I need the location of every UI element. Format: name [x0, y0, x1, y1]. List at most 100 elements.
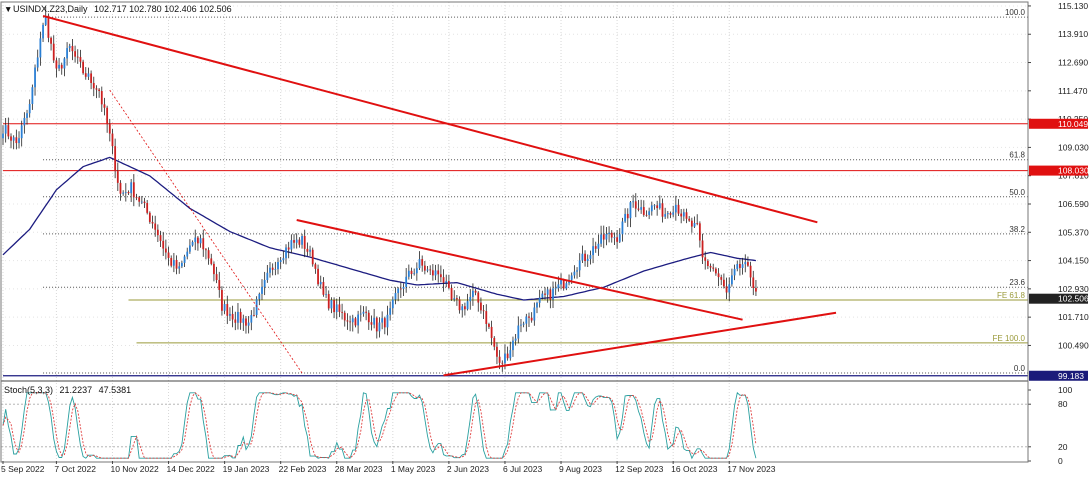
candle-bull [413, 273, 416, 275]
candle-bear [634, 201, 637, 209]
trendlines[interactable] [42, 14, 837, 377]
candle-bear [164, 248, 167, 253]
candle-bear [399, 288, 402, 290]
candle-bull [247, 322, 250, 326]
price-tag-label: 108.030 [1058, 166, 1089, 176]
candle-bull [223, 304, 226, 311]
candle-bull [517, 325, 520, 339]
candlesticks [2, 7, 757, 372]
candle-bull [658, 203, 661, 209]
candle-bull [650, 205, 653, 212]
candle-bear [333, 300, 335, 313]
candle-bull [736, 264, 739, 269]
candle-bear [637, 208, 640, 210]
candle-bear [146, 202, 149, 213]
price-tick-label: 106.590 [1058, 199, 1089, 209]
fib-level-label: FE 61.8 [997, 291, 1026, 300]
candle-bear [148, 212, 151, 222]
candle-bull [469, 296, 472, 302]
candle-bull [682, 212, 685, 217]
fib-level-label: FE 100.0 [993, 334, 1026, 343]
candle-bear [723, 279, 725, 287]
candle-bear [52, 43, 55, 61]
candle-bear [349, 321, 351, 323]
candle-bull [58, 64, 60, 69]
candle-bear [253, 315, 255, 316]
candle-bull [445, 281, 448, 283]
candle-bull [23, 117, 26, 126]
price-tag-label: 102.506 [1058, 294, 1089, 304]
candle-bull [378, 322, 381, 332]
candle-bull [359, 313, 362, 315]
candle-bear [71, 45, 74, 52]
collapse-arrow-icon[interactable]: ▼ [4, 4, 12, 14]
candle-bear [429, 269, 432, 271]
candle-bear [207, 250, 210, 259]
candle-bear [111, 133, 114, 147]
candle-bear [747, 262, 749, 266]
candle-bull [536, 302, 538, 308]
candle-bear [423, 265, 426, 271]
candle-bull [733, 268, 736, 276]
candle-bear [317, 268, 319, 285]
trendline [42, 14, 818, 224]
candle-bear [506, 353, 509, 359]
candle-bull [130, 182, 133, 194]
candle-bear [501, 362, 504, 364]
candle-bull [255, 299, 258, 316]
candle-bear [458, 299, 461, 311]
candle-bull [472, 290, 474, 297]
candle-bull [407, 270, 410, 277]
candle-bull [31, 87, 34, 105]
candle-bull [693, 222, 696, 227]
candle-bull [66, 48, 68, 59]
candle-bear [311, 249, 314, 265]
candle-bull [397, 288, 400, 294]
candle-bear [221, 289, 223, 311]
candle-bull [18, 138, 20, 144]
trendline [443, 311, 837, 377]
candle-bull [466, 301, 469, 310]
fib-level-label: 100.0 [1005, 8, 1026, 17]
candle-bear [704, 257, 707, 261]
candle-bull [12, 137, 15, 141]
candle-bull [581, 253, 584, 261]
candle-bear [231, 313, 234, 320]
time-tick-label: 2 Jun 2023 [447, 464, 489, 474]
candle-bull [533, 307, 536, 321]
candle-bull [309, 249, 311, 252]
candle-bull [68, 45, 71, 49]
candle-bear [410, 270, 413, 275]
candle-bear [108, 124, 111, 134]
candle-bull [653, 205, 656, 207]
candle-bear [151, 221, 154, 224]
candle-bear [106, 107, 109, 125]
candle-bear [431, 270, 434, 276]
time-tick-label: 6 Jul 2023 [503, 464, 542, 474]
candle-bear [610, 232, 613, 238]
candle-bull [282, 258, 285, 261]
price-tick-label: 100.490 [1058, 340, 1089, 350]
candle-bull [453, 298, 456, 300]
candle-bull [269, 267, 271, 273]
candle-bear [271, 267, 274, 270]
candle-bear [50, 37, 52, 44]
stoch-tick-label: 20 [1058, 442, 1068, 452]
candle-bear [480, 302, 482, 311]
candle-bear [162, 240, 165, 249]
candle-bear [477, 292, 480, 303]
time-tick-label: 10 Nov 2022 [110, 464, 158, 474]
candle-bear [690, 220, 693, 227]
candle-bear [100, 91, 103, 105]
candle-bull [362, 311, 365, 314]
candle-bull [509, 350, 512, 359]
price-tick-label: 109.030 [1058, 142, 1089, 152]
candle-bull [277, 262, 279, 270]
candle-bull [597, 243, 600, 249]
candle-bear [127, 192, 130, 194]
candle-bear [442, 277, 445, 283]
candle-bull [624, 213, 627, 222]
candle-bull [261, 286, 263, 294]
